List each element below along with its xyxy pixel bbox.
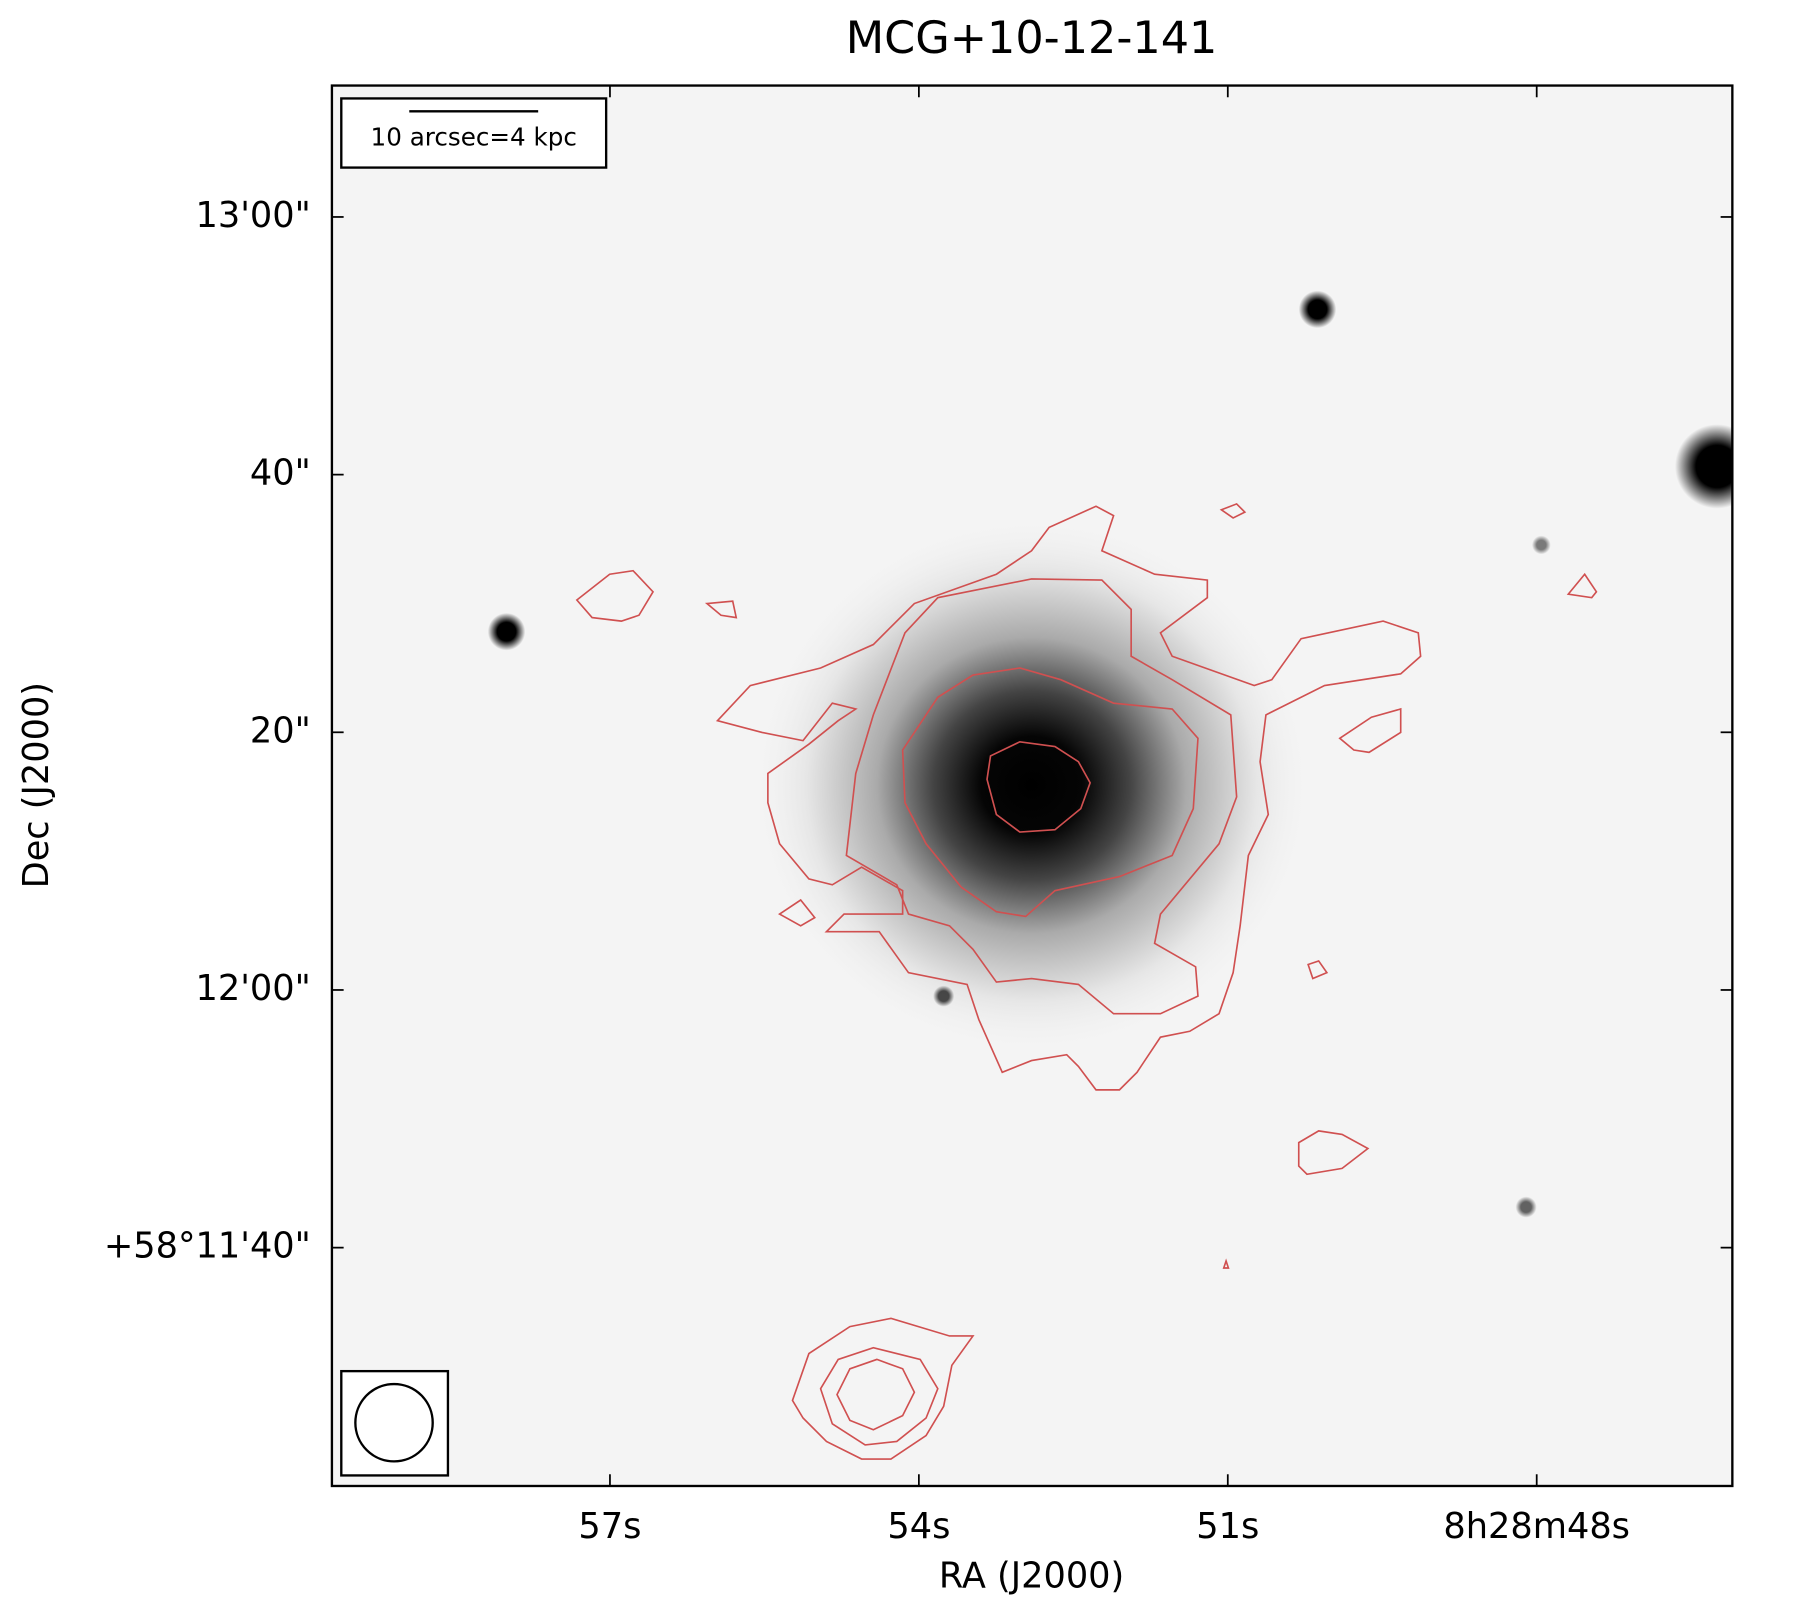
chart-title: MCG+10-12-141 bbox=[846, 12, 1218, 64]
y-tick-label: 13'00" bbox=[196, 195, 311, 236]
contours bbox=[575, 502, 1598, 1460]
scalebar-label: 10 arcsec=4 kpc bbox=[371, 122, 577, 151]
y-tick-label: 20" bbox=[250, 710, 311, 751]
y-tick-label: +58°11'40" bbox=[104, 1226, 311, 1267]
scalebar-box bbox=[340, 97, 608, 169]
x-tick-label: 8h28m48s bbox=[1443, 1506, 1630, 1547]
axes-frame bbox=[330, 84, 1734, 1488]
beam-box bbox=[340, 1369, 450, 1477]
y-tick-label: 40" bbox=[250, 453, 311, 494]
x-axis-label: RA (J2000) bbox=[939, 1555, 1124, 1596]
x-tick-label: 54s bbox=[887, 1506, 950, 1547]
beam bbox=[354, 1382, 434, 1463]
x-tick-label: 51s bbox=[1196, 1506, 1259, 1547]
x-tick-label: 57s bbox=[578, 1506, 641, 1547]
y-axis-label: Dec (J2000) bbox=[16, 682, 57, 888]
y-tick-label: 12'00" bbox=[196, 968, 311, 1009]
image bbox=[331, 85, 1733, 1486]
